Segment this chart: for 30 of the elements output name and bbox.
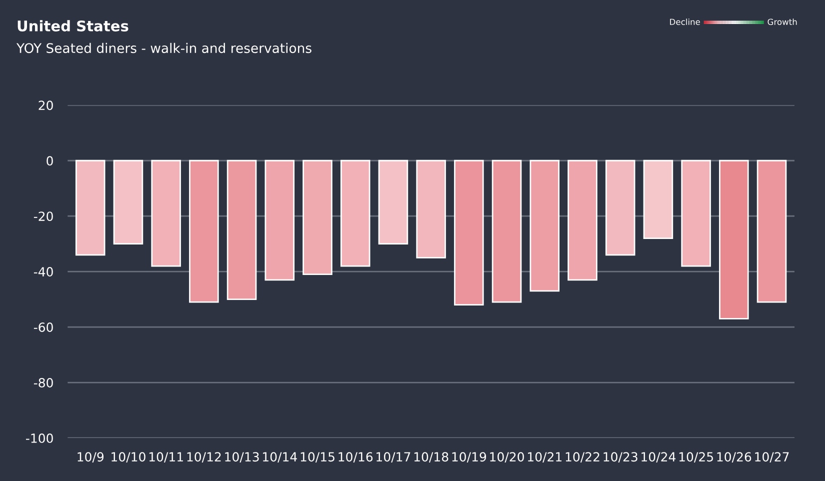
x-tick-label: 10/9 — [78, 452, 104, 463]
y-tick-label: -80 — [34, 378, 53, 388]
text: Growth — [768, 18, 797, 26]
x-tick-label: 10/14 — [263, 452, 297, 463]
chart-title: United States — [18, 20, 128, 32]
x-tick-label: 10/27 — [755, 452, 789, 463]
x-tick-label: 10/25 — [679, 452, 713, 463]
x-tick-label: 10/22 — [566, 452, 600, 463]
x-tick-label: 10/11 — [149, 452, 183, 463]
y-tick-label: -60 — [34, 322, 53, 332]
y-tick-label: -100 — [26, 433, 53, 443]
text: Decline — [670, 18, 700, 26]
x-tick-label: 10/26 — [717, 452, 752, 463]
y-tick-label: -20 — [34, 212, 53, 222]
x-tick-label: 10/20 — [490, 452, 524, 463]
x-tick-label: 10/12 — [187, 452, 221, 463]
x-tick-label: 10/18 — [414, 452, 448, 463]
x-tick-label: 10/10 — [112, 452, 146, 463]
x-tick-label: 10/16 — [338, 452, 373, 463]
y-tick-label: 0 — [46, 156, 53, 166]
y-tick-label: -40 — [34, 267, 53, 276]
chart-subtitle: YOY Seated diners - walk-in and reservations — [16, 42, 312, 54]
y-tick-label: 20 — [38, 100, 53, 110]
x-tick-label: 10/15 — [300, 452, 334, 463]
x-tick-label: 10/23 — [604, 452, 638, 463]
x-tick-label: 10/13 — [225, 452, 259, 463]
x-tick-label: 10/21 — [528, 452, 562, 463]
x-tick-label: 10/24 — [642, 452, 676, 463]
x-tick-label: 10/19 — [452, 452, 486, 463]
x-tick-label: 10/17 — [376, 452, 410, 463]
